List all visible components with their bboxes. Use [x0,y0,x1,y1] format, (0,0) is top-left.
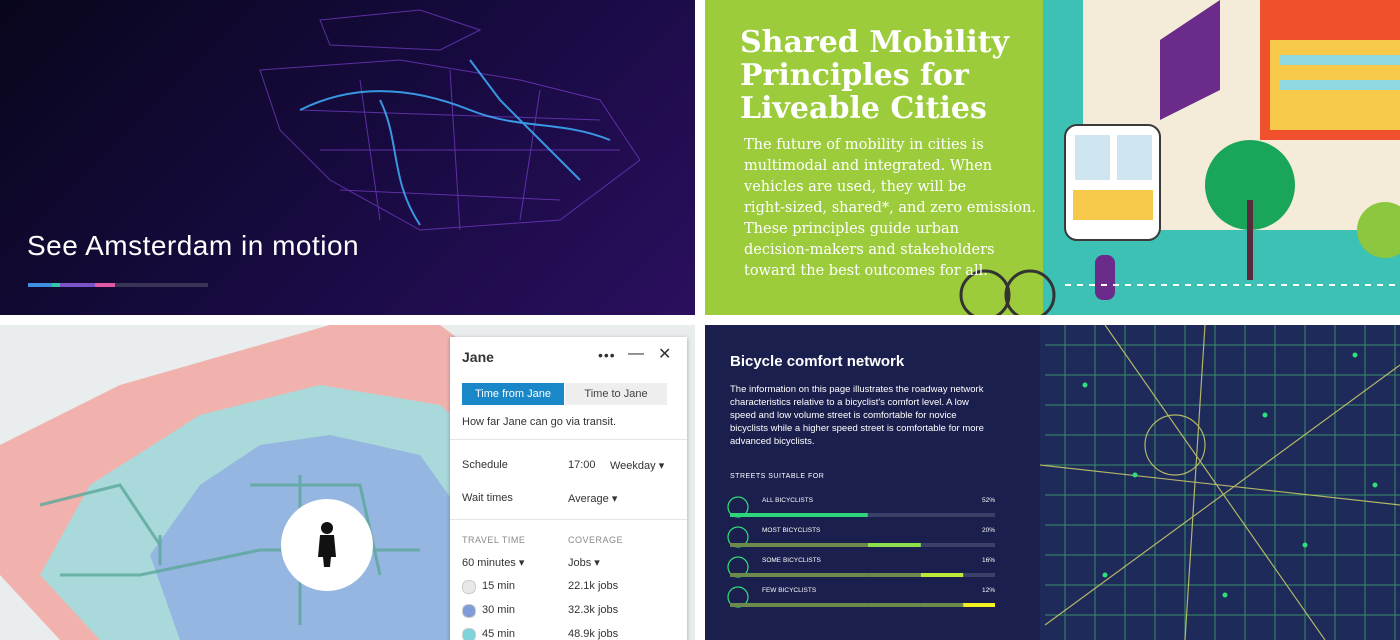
column-header: COVERAGE [568,535,624,545]
item-value: 16% [982,557,995,564]
wait-value: Average [568,493,609,505]
coverage-select-text: Jobs [568,557,592,569]
body-line: vehicles are used, they will be [744,179,967,195]
section-label: STREETS SUITABLE FOR [730,473,825,480]
body-line: toward the best outcomes for all. [744,263,988,279]
card-title: Jane [462,349,494,365]
body-line: right-sized, shared*, and zero emission. [744,200,1036,216]
wait-select[interactable]: Average ▾ [568,493,618,505]
minimize-button[interactable]: — [628,345,644,362]
row-coverage: 22.1k jobs [568,580,619,592]
item-value: 52% [982,497,995,504]
item-value: 20% [982,527,995,534]
body-line: The future of mobility in cities is [744,137,984,153]
bar-prior-segment [867,603,921,607]
title: Shared Mobility Principles for Liveable … [740,26,1009,125]
schedule-day[interactable]: Weekday ▾ [610,460,665,472]
tab[interactable]: Time to Jane [565,383,667,405]
headline-part: in motion [241,230,360,261]
divider [450,519,687,520]
city-map [259,9,641,231]
row-coverage: 48.9k jobs [568,628,619,640]
close-button[interactable]: ✕ [658,346,672,363]
schedule-day-text: Weekday [610,460,656,472]
title-line: Principles for [740,58,969,93]
title-line: Liveable Cities [740,91,987,126]
row-coverage: 32.3k jobs [568,604,619,616]
bar-segment [920,573,964,577]
row-time: 45 min [482,628,516,640]
bar-prior-segment [730,543,868,547]
body-line: The information on this page illustrates… [730,384,984,395]
bicycle-panel: Bicycle comfort network The information … [705,325,1400,640]
mobility-panel: Shared Mobility Principles for Liveable … [705,0,1400,315]
street-map [1039,325,1400,640]
headline: See Amsterdam in motion [27,230,359,262]
body-line: These principles guide urban [744,221,959,237]
legend-dot [462,580,476,594]
schedule-label: Schedule [462,459,508,471]
row-time: 30 min [482,604,516,616]
sidebar-card: Jane ••• — ✕ Time from Jane Time to Jane… [450,337,687,640]
body-line: decision-makers and stakeholders [744,242,995,258]
bar-prior-segment [730,573,868,577]
divider [450,439,687,440]
isochrone-map [0,325,540,640]
coverage-select[interactable]: Jobs ▾ [568,557,600,569]
bar-prior-segment [920,603,964,607]
wait-label: Wait times [462,492,513,504]
menu-button[interactable]: ••• [598,347,616,363]
legend-dot [462,604,476,618]
body: The future of mobility in cities is multi… [744,135,1036,282]
bar-segment [730,513,868,517]
item-value: 12% [982,587,995,594]
time-select[interactable]: 60 minutes ▾ [462,557,525,569]
illustration [959,0,1400,315]
amsterdam-panel: See Amsterdam in motion [0,0,695,315]
body-line: advanced bicyclists. [730,436,815,447]
body-line: characteristics relative to a bicyclist'… [730,397,969,408]
item-label: SOME BICYCLISTS [762,557,822,564]
time-select-text: 60 minutes [462,557,516,569]
bar-segment [867,543,921,547]
bar-prior-segment [730,603,868,607]
bar-prior-segment [867,573,921,577]
bar-segment [963,603,995,607]
body-line: bicyclists while a higher speed street i… [730,423,984,434]
headline-part: Amsterdam [85,230,233,261]
tab-active[interactable]: Time from Jane [462,383,564,405]
body-line: speed and low volume street is comfortab… [730,410,957,421]
headline-part: See [27,230,79,261]
legend-dot [462,628,476,640]
description: How far Jane can go via transit. [462,416,617,428]
comfort-bars: ALL BICYCLISTS 52% MOST BICYCLISTS 20% SOME … [727,496,995,608]
row-time: 15 min [482,580,516,592]
body: The information on this page illustrates… [730,383,984,448]
column-header: TRAVEL TIME [462,535,526,545]
schedule-time[interactable]: 17:00 [568,459,596,471]
title-line: Shared Mobility [740,25,1009,60]
transit-panel: Jane ••• — ✕ Time from Jane Time to Jane… [0,325,695,640]
body-line: multimodal and integrated. When [744,158,993,174]
item-label: ALL BICYCLISTS [762,497,814,504]
item-label: FEW BICYCLISTS [762,587,817,594]
title: Bicycle comfort network [730,353,905,370]
item-label: MOST BICYCLISTS [762,527,821,534]
